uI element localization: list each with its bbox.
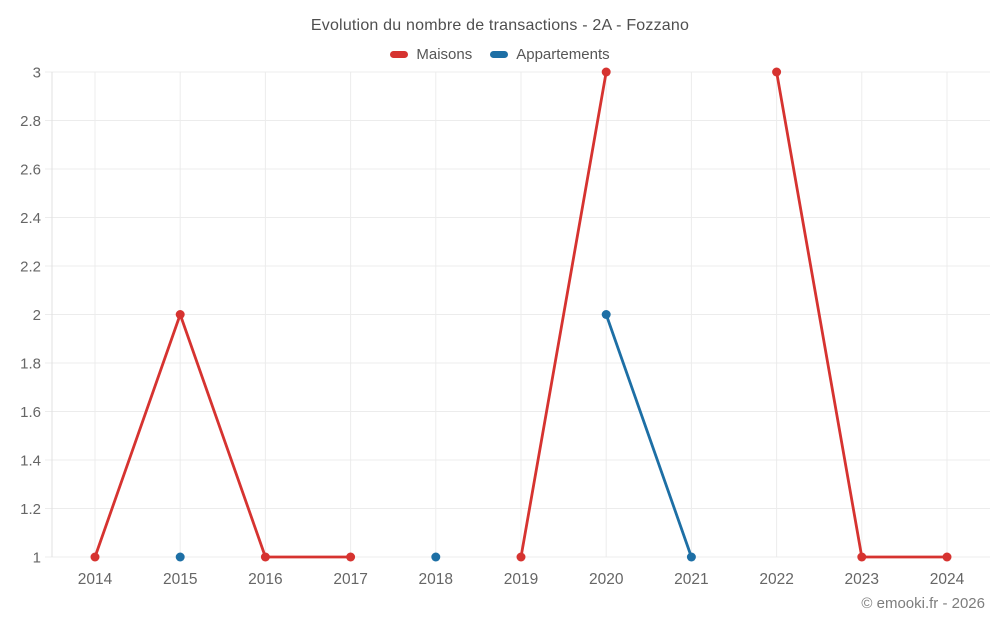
data-point-maisons[interactable] [90,552,100,562]
chart-legend: Maisons Appartements [0,46,1000,63]
attribution: © emooki.fr - 2026 [861,595,985,612]
y-tick-label: 2.2 [20,259,41,276]
data-point-maisons[interactable] [942,552,952,562]
x-tick-label: 2020 [589,571,624,588]
chart-title: Evolution du nombre de transactions - 2A… [310,17,690,34]
data-point-maisons[interactable] [601,67,611,77]
x-tick-label: 2023 [845,571,879,588]
series-line-maisons [519,70,608,559]
y-tick-label: 1.4 [20,453,41,470]
y-tick-label: 3 [33,65,41,82]
series-line-appartements [604,313,693,559]
data-point-maisons[interactable] [516,552,526,562]
data-point-maisons[interactable] [772,67,782,77]
x-tick-label: 2019 [504,571,538,588]
data-point-maisons[interactable] [346,552,356,562]
legend-item-maisons[interactable]: Maisons [390,46,472,63]
y-tick-label: 2 [33,307,41,324]
x-tick-label: 2021 [674,571,708,588]
data-point-appartements[interactable] [431,552,441,562]
data-point-maisons[interactable] [175,310,185,319]
y-tick-label: 1.6 [20,404,41,421]
appartements-color-swatch-icon [490,51,509,58]
x-tick-label: 2018 [419,571,453,588]
x-tick-label: 2022 [759,571,793,588]
x-tick-label: 2024 [930,571,965,588]
x-tick-label: 2017 [333,571,367,588]
x-tick-label: 2015 [163,571,197,588]
data-point-maisons[interactable] [857,552,867,562]
y-tick-label: 2.6 [20,162,41,179]
data-point-appartements[interactable] [175,552,185,562]
y-tick-label: 1 [33,550,41,567]
x-tick-label: 2016 [248,571,282,588]
data-point-maisons[interactable] [260,552,270,562]
data-point-appartements[interactable] [686,552,696,562]
series-line-maisons [93,313,353,559]
y-tick-label: 1.2 [20,501,41,518]
x-tick-label: 2014 [78,571,113,588]
legend-label-appartements: Appartements [516,46,610,63]
y-tick-label: 1.8 [20,356,41,373]
data-point-appartements[interactable] [601,310,611,319]
legend-item-appartements[interactable]: Appartements [490,46,610,63]
maisons-color-swatch-icon [390,51,409,58]
legend-label-maisons: Maisons [416,46,473,63]
y-tick-label: 2.4 [20,210,41,227]
y-tick-label: 2.8 [20,113,41,130]
